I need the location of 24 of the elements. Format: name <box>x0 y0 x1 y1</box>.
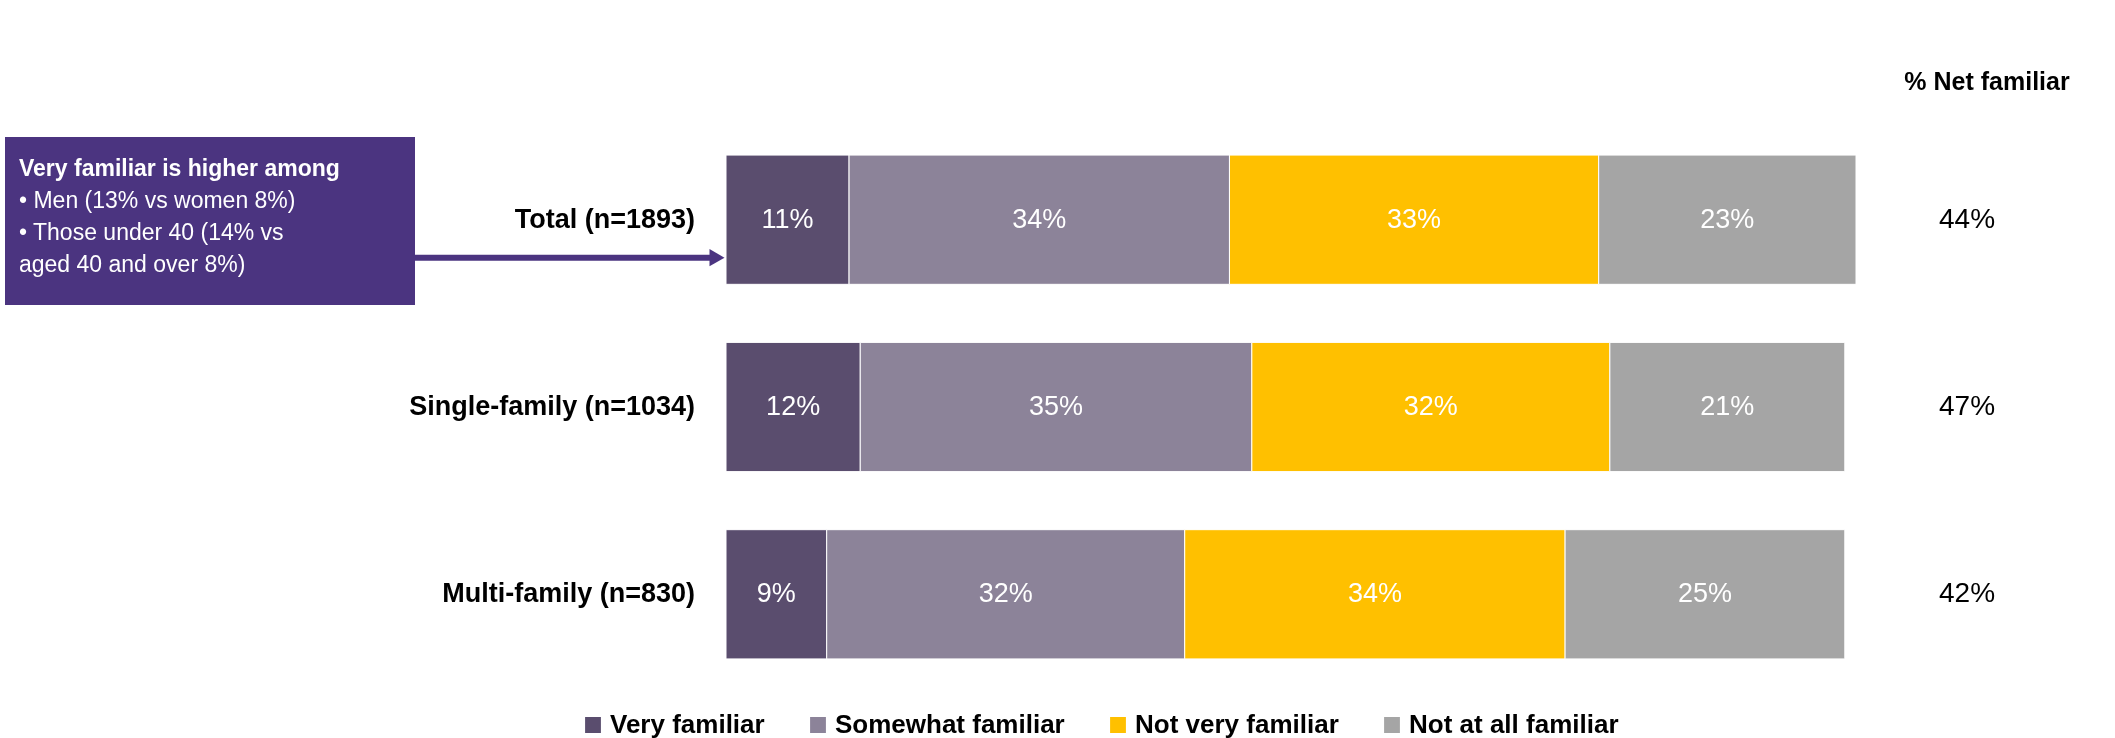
legend-label: Somewhat familiar <box>835 709 1065 738</box>
text: 44% <box>1938 203 1996 235</box>
data-label: 33% <box>1387 203 1442 234</box>
data-label: 32% <box>1403 391 1458 421</box>
legend-label: Very familiar <box>610 709 765 738</box>
data-label: 35% <box>1029 391 1084 421</box>
data-label: 9% <box>756 578 796 609</box>
legend-label: Not at all familiar <box>1409 709 1619 738</box>
data-label: 12% <box>766 391 821 421</box>
data-label: 25% <box>1677 578 1732 609</box>
data-label: 34% <box>1012 203 1067 234</box>
legend-label: Not very familiar <box>1135 709 1339 738</box>
text: 47% <box>1938 390 1996 421</box>
data-label: 11% <box>761 203 814 234</box>
text: % Net familiar <box>1904 67 2070 95</box>
text: Very familiar is higher among • Men (13% vs women 8%) • Those under 40 (14% vs aged 40 and over 8%) <box>19 155 340 277</box>
data-label: 23% <box>1700 203 1755 234</box>
y-tick-label: Single-family (n=1034) <box>409 391 695 421</box>
data-label: 32% <box>978 578 1033 609</box>
data-label: 34% <box>1347 578 1402 609</box>
text: 42% <box>1938 576 1996 608</box>
data-label: 21% <box>1700 391 1755 421</box>
y-tick-label: Total (n=1893) <box>514 203 695 234</box>
y-tick-label: Multi-family (n=830) <box>442 578 695 609</box>
